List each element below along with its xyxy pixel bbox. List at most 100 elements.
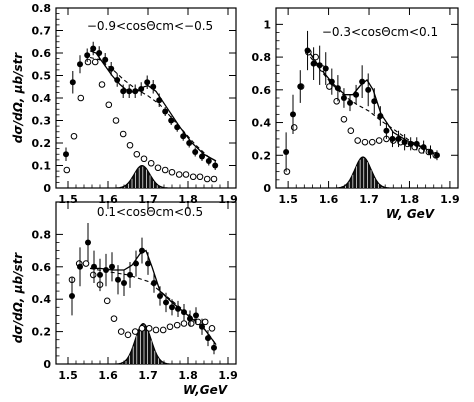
panel-top-right: 0 0.2 0.4 0.6 0.8 1 1.5 1.6 1.7 1.8 1.9 −0.3<cosΘcm…: [252, 7, 460, 206]
open-point: [290, 124, 298, 131]
x-tick-label: 1.7: [138, 369, 158, 382]
open-point: [368, 138, 376, 146]
y-axis-label-bottom: dσ/dΩ, μb/str: [11, 252, 25, 344]
open-point: [208, 325, 216, 332]
filled-point: [359, 78, 366, 85]
panel-title: −0.3<cosΘcm<0.1: [322, 25, 438, 39]
x-tick-label: 1.8: [400, 193, 420, 206]
open-point: [354, 137, 361, 144]
filled-point: [199, 323, 205, 330]
y-tick-label: 0.4: [32, 293, 52, 306]
y-tick-label: 0.7: [32, 25, 52, 38]
open-point: [375, 137, 383, 144]
filled-point: [91, 263, 97, 270]
open-point: [77, 94, 85, 102]
y-tick-label: 0.8: [32, 228, 52, 241]
open-point: [203, 175, 211, 183]
filled-point: [289, 111, 296, 118]
open-point: [98, 81, 106, 88]
x-tick-label: 1.9: [218, 369, 238, 382]
open-point: [361, 138, 369, 146]
filled-point: [413, 140, 420, 147]
y-tick-label: 0: [43, 182, 51, 195]
filled-point: [322, 65, 329, 72]
filled-point: [389, 135, 396, 142]
filled-point: [181, 309, 187, 316]
filled-point: [186, 140, 193, 146]
filled-point: [103, 267, 109, 274]
filled-point: [377, 113, 384, 119]
filled-point: [108, 65, 115, 72]
dashed-curve: [89, 56, 217, 162]
y-tick-label: 0.8: [252, 51, 272, 64]
open-point: [70, 132, 78, 140]
filled-point: [126, 88, 133, 95]
filled-point: [169, 304, 175, 311]
filled-point: [139, 247, 145, 254]
filled-point: [151, 280, 157, 286]
x-tick-label: 1.6: [319, 193, 339, 206]
filled-point: [85, 239, 91, 246]
panel-top-left: 0 0.1 0.2 0.3 0.4 0.5 0.6 0.7 0.8 1.5 1.6 1.7 1.8 1.9…: [32, 2, 238, 206]
filled-point: [115, 276, 121, 283]
filled-point: [114, 77, 121, 83]
open-point: [140, 155, 148, 163]
y-tick-label: 0.2: [32, 137, 52, 150]
open-point: [175, 171, 183, 178]
open-point: [194, 318, 202, 326]
filled-point: [353, 91, 360, 98]
filled-point: [162, 108, 169, 115]
open-point: [196, 173, 204, 181]
panel-title: −0.9<cosΘcm<−0.5: [87, 19, 213, 33]
y-tick-label: 0.2: [32, 326, 52, 339]
filled-point: [69, 292, 75, 299]
x-tick-label: 1.8: [178, 193, 198, 206]
open-point: [103, 297, 111, 305]
filled-point: [132, 88, 139, 95]
resonance-peak: [115, 164, 169, 189]
filled-point: [297, 83, 304, 90]
filled-point: [157, 292, 163, 299]
open-point: [89, 271, 97, 279]
open-point: [189, 173, 197, 181]
open-point: [124, 331, 132, 339]
filled-point: [120, 88, 127, 95]
filled-point: [365, 86, 372, 93]
y-tick-label: 0.6: [252, 84, 272, 97]
x-tick-label: 1.5: [278, 193, 298, 206]
y-axis-label-top: dσ/dΩ, μb/str: [11, 52, 25, 144]
x-tick-label: 1.5: [58, 193, 78, 206]
filled-point: [133, 260, 139, 267]
filled-point: [187, 315, 193, 322]
filled-point: [90, 45, 97, 52]
open-point: [283, 168, 291, 175]
open-point: [126, 141, 134, 149]
filled-point: [407, 140, 414, 147]
filled-point: [340, 95, 347, 101]
y-axis-title-top: dσ/dΩ, μb/str: [11, 52, 25, 144]
y-tick-label: 0.5: [32, 70, 52, 83]
filled-point: [205, 335, 211, 342]
x-tick-label: 1.6: [98, 369, 118, 382]
y-tick-label: 0.6: [32, 47, 52, 60]
filled-point: [138, 86, 145, 92]
open-point: [312, 53, 319, 61]
x-tick-label: 1.8: [178, 369, 198, 382]
filled-point: [168, 117, 175, 124]
x-tick-label: 1.7: [138, 193, 158, 206]
x-axis-label-bottom: W,GeV: [183, 383, 229, 397]
open-point: [63, 166, 71, 174]
y-tick-label: 0.8: [32, 2, 52, 15]
filled-point: [163, 299, 169, 306]
filled-point: [175, 305, 181, 312]
filled-point: [199, 153, 205, 160]
open-point: [154, 164, 162, 172]
open-point: [333, 97, 340, 105]
open-point: [110, 315, 118, 322]
filled-point: [102, 56, 109, 63]
filled-point: [420, 144, 427, 151]
y-tick-label: 0.6: [32, 261, 52, 274]
filled-point: [433, 152, 440, 159]
filled-point: [180, 133, 187, 140]
